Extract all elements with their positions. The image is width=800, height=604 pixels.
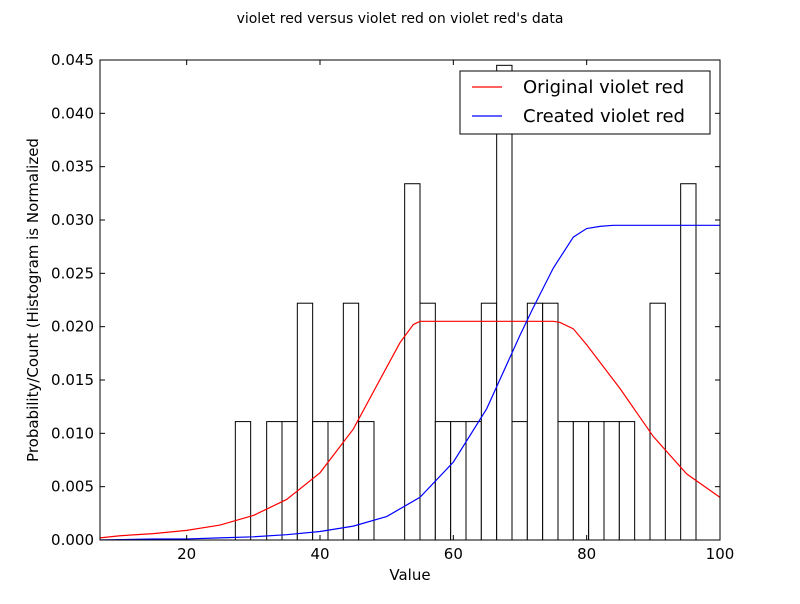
- histogram-bar: [603, 421, 620, 541]
- legend: Original violet red Created violet red: [459, 70, 711, 135]
- histogram-bar: [266, 421, 283, 541]
- histogram-bar: [342, 302, 360, 541]
- histogram-bar: [557, 421, 574, 541]
- histogram-bar: [296, 302, 314, 541]
- histogram-bar: [511, 421, 528, 541]
- series-line-created: [100, 224, 720, 540]
- histogram-bar: [496, 64, 513, 541]
- x-axis-label: Value: [389, 566, 430, 584]
- histogram-bar: [618, 421, 636, 541]
- legend-box: [459, 70, 711, 135]
- histogram-bar: [588, 421, 605, 541]
- histogram-bar: [680, 183, 697, 541]
- y-axis-ticks: 0.000 0.005 0.010 0.015 0.020 0.025 0.030 0.035…: [51, 51, 720, 549]
- histogram-bar: [450, 421, 467, 541]
- y-tick-label: 0.025: [51, 264, 94, 282]
- series-line-original: [100, 320, 720, 539]
- histogram-bar: [281, 421, 298, 541]
- x-tick-label: 100: [706, 545, 735, 563]
- y-tick-label: 0.005: [51, 478, 94, 496]
- y-tick-label: 0.015: [51, 371, 94, 389]
- histogram-bar: [434, 421, 452, 541]
- histogram-bars: [234, 64, 697, 541]
- legend-label-original: Original violet red: [523, 77, 684, 98]
- histogram-bar: [480, 302, 498, 541]
- histogram-bar: [234, 421, 252, 541]
- histogram-bar: [526, 302, 544, 541]
- histogram-bar: [542, 302, 559, 541]
- x-tick-label: 40: [310, 545, 329, 563]
- x-tick-label: 60: [444, 545, 463, 563]
- y-tick-label: 0.030: [51, 211, 94, 229]
- y-tick-label: 0.000: [51, 531, 94, 549]
- y-tick-label: 0.045: [51, 51, 94, 69]
- histogram-bar: [404, 183, 421, 541]
- histogram-bar: [465, 421, 482, 541]
- x-tick-label: 80: [577, 545, 596, 563]
- histogram-bar: [312, 421, 329, 541]
- y-tick-label: 0.035: [51, 158, 94, 176]
- chart-title: violet red versus violet red on violet r…: [237, 11, 564, 27]
- legend-label-created: Created violet red: [523, 106, 685, 127]
- histogram-bar: [649, 302, 666, 541]
- y-tick-label: 0.010: [51, 424, 94, 442]
- histogram-bar: [327, 421, 344, 541]
- plot-area-frame: [99, 59, 721, 541]
- histogram-bar: [572, 421, 590, 541]
- x-tick-label: 20: [177, 545, 196, 563]
- histogram-bar: [419, 302, 436, 541]
- y-axis-label: Probability/Count (Histogram is Normaliz…: [24, 138, 42, 462]
- y-tick-label: 0.040: [51, 104, 94, 122]
- density-lines: [100, 224, 720, 540]
- x-axis-ticks: 20 40 60 80 100: [177, 60, 734, 563]
- y-tick-label: 0.020: [51, 318, 94, 336]
